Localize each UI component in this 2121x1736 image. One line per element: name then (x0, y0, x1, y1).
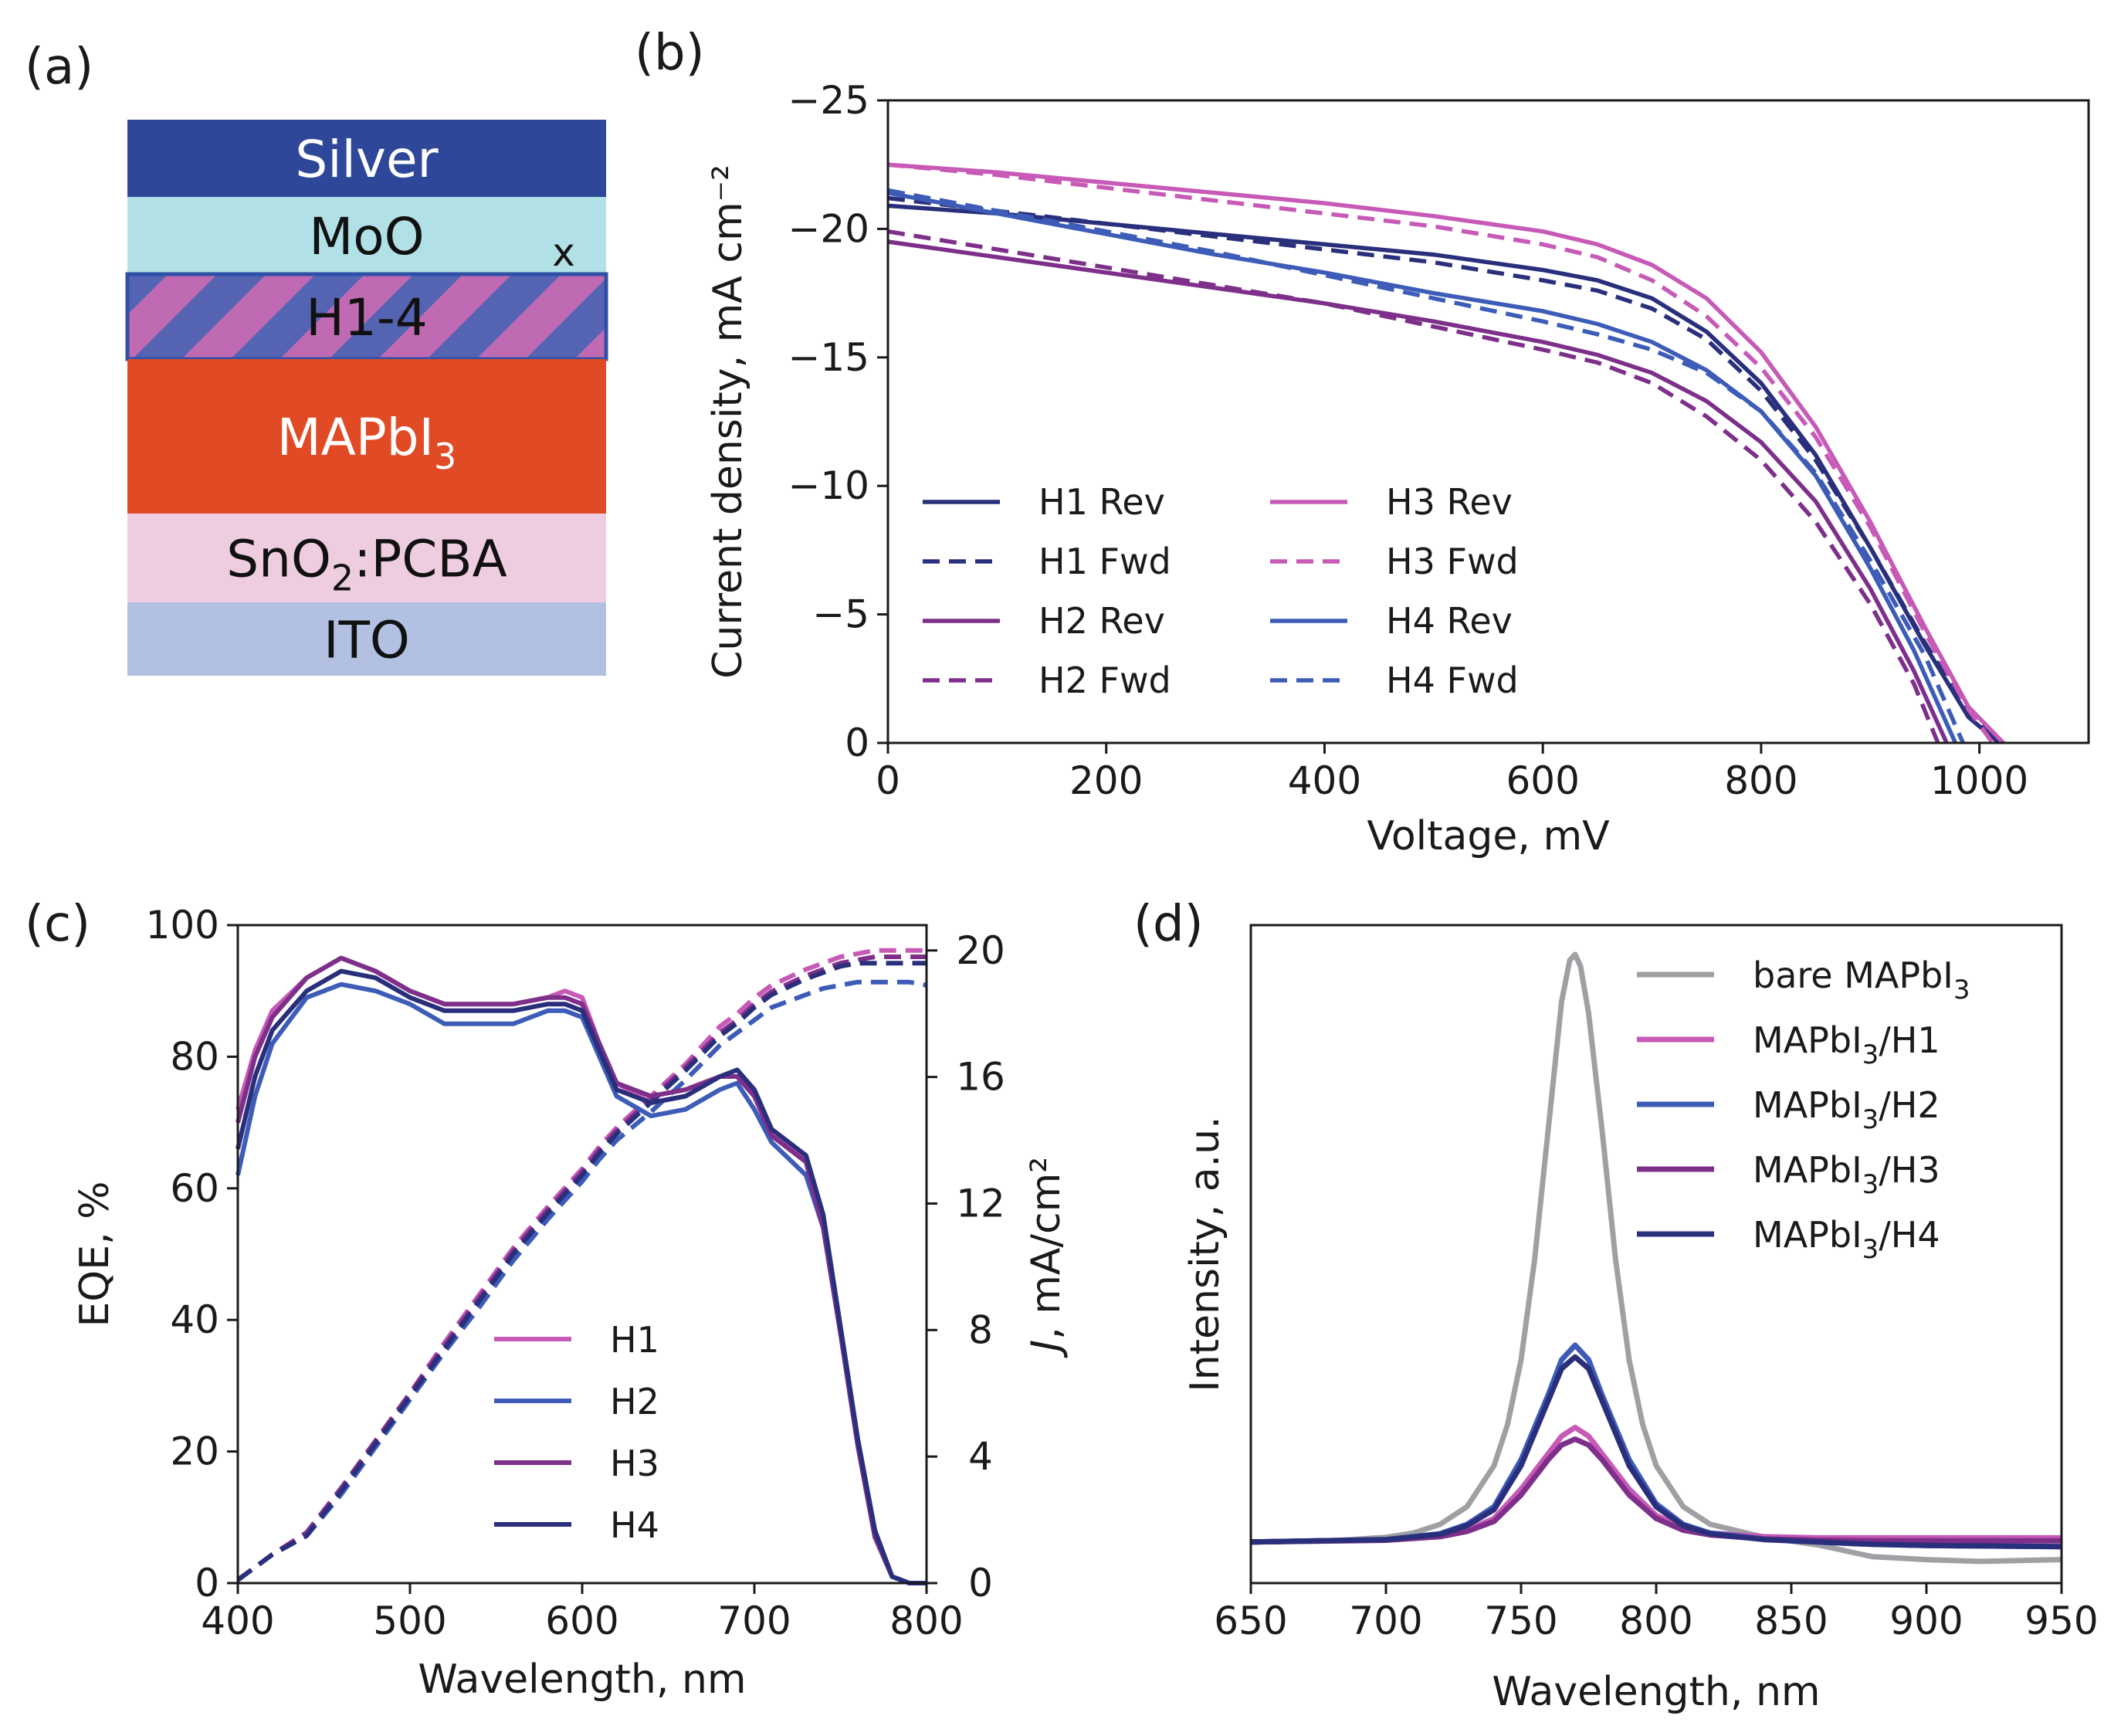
x-tick-label: 600 (1506, 758, 1579, 803)
y2-axis-label: J, mA/cm² (1023, 1157, 1069, 1358)
y2-tick-label: 12 (956, 1181, 1005, 1226)
x-tick-label: 200 (1069, 758, 1143, 803)
series-h1-cumulative (236, 948, 927, 1582)
series-h3-cumulative (236, 954, 927, 1582)
legend-label: MAPbI3/H1 (1753, 1019, 1940, 1070)
series-h2-cumulative (236, 979, 927, 1582)
y2-tick-label: 20 (956, 928, 1005, 973)
stack-layer-subscript: x (552, 230, 575, 275)
x-tick-label: 700 (1349, 1599, 1422, 1643)
x-tick-label: 900 (1889, 1599, 1963, 1643)
y-axis-label: Intensity, a.u. (1182, 1116, 1228, 1392)
stack-layer-label: H1-4 (306, 288, 427, 348)
stack-layer (127, 359, 606, 514)
series-h4-rev (887, 191, 1958, 744)
y-tick-label: −5 (812, 592, 869, 637)
legend-label: H4 (610, 1504, 659, 1546)
series-pl-1 (1250, 1424, 2062, 1545)
device-stack: Silver MoO x H1-4 MAPbI3 SnO2:PCBA ITO (125, 120, 608, 676)
x-tick-label: 600 (545, 1599, 618, 1643)
y-tick-label: 40 (170, 1297, 219, 1342)
y-axis-label: EQE, % (72, 1181, 118, 1327)
series-h4-cumulative (236, 961, 927, 1582)
series-pl-4 (1250, 1354, 2062, 1550)
series-h4-fwd (887, 188, 1965, 744)
y-tick-label: −20 (788, 206, 869, 251)
legend-label: MAPbI3/H4 (1753, 1214, 1940, 1265)
x-tick-label: 0 (876, 758, 900, 803)
panel-label-b: (b) (635, 25, 705, 82)
stack-layer (127, 602, 606, 676)
stack-layer (127, 514, 606, 602)
y2-tick-label: 16 (956, 1055, 1005, 1100)
legend-label: H4 Fwd (1386, 659, 1519, 701)
panel-label-c: (c) (25, 896, 90, 953)
series-h3-fwd (887, 162, 1994, 744)
series-h2-rev (887, 239, 1949, 744)
x-tick-label: 1000 (1930, 758, 2028, 803)
stack-layer (127, 120, 606, 197)
x-tick-label: 800 (889, 1599, 963, 1643)
legend-label: H2 (610, 1381, 659, 1422)
x-tick-label: 800 (1724, 758, 1797, 803)
x-tick-label: 950 (2024, 1599, 2098, 1643)
legend-label: H3 Fwd (1386, 541, 1519, 582)
legend-label: H3 Rev (1386, 481, 1513, 523)
y-axis-label: Current density, mA cm⁻² (705, 164, 751, 679)
x-axis-label: Voltage, mV (1367, 813, 1610, 860)
x-tick-label: 800 (1619, 1599, 1692, 1643)
y-tick-label: 20 (170, 1429, 219, 1474)
y-tick-label: 60 (170, 1166, 219, 1211)
x-tick-label: 400 (1288, 758, 1361, 803)
x-tick-label: 500 (373, 1599, 446, 1643)
series-h1-fwd (887, 195, 2005, 745)
y-tick-label: 0 (845, 721, 869, 765)
legend-label: H4 Rev (1386, 600, 1513, 642)
stack-layer (127, 197, 606, 274)
stack-layer-label: SnO2:PCBA (226, 530, 507, 599)
x-tick-label: 750 (1484, 1599, 1557, 1643)
x-tick-label: 700 (717, 1599, 791, 1643)
legend-label: MAPbI3/H2 (1753, 1084, 1940, 1135)
plot-frame (886, 99, 2090, 744)
y2-tick-label: 8 (968, 1307, 993, 1352)
panel-label-a: (a) (25, 39, 93, 96)
series-h4-eqe (235, 968, 927, 1585)
stack-layer-label: ITO (324, 611, 410, 670)
x-axis-label: Wavelength, nm (1492, 1669, 1820, 1715)
legend-label: H3 (610, 1443, 659, 1484)
y-tick-label: 80 (170, 1034, 219, 1079)
x-tick-label: 400 (201, 1599, 274, 1643)
legend-label: bare MAPbI3 (1753, 954, 1970, 1005)
y2-tick-label: 0 (968, 1561, 993, 1605)
x-tick-label: 850 (1754, 1599, 1828, 1643)
y-tick-label: 100 (146, 903, 219, 948)
y-tick-label: 0 (195, 1561, 219, 1605)
y-tick-label: −25 (788, 78, 869, 123)
y2-tick-label: 4 (968, 1434, 993, 1479)
jv-chart: 0 200 400 600 800 1000 0 −5 −10 −15 −20 −25 Voltage,… (705, 78, 2090, 860)
series-h3-rev (887, 162, 2005, 744)
legend-label: H2 Fwd (1038, 659, 1171, 701)
pl-chart: 650 700 750 800 850 900 950 Wavelength, nm Inten… (1182, 924, 2099, 1715)
series-h2-fwd (887, 229, 1940, 744)
eqe-chart: 400 500 600 700 800020406080100048121620Wave… (72, 903, 1069, 1703)
legend-label: H2 Rev (1038, 600, 1165, 642)
y-tick-label: −10 (788, 463, 869, 508)
x-tick-label: 650 (1214, 1599, 1287, 1643)
stack-layer-label: MoO (309, 207, 424, 266)
y-tick-label: −15 (788, 335, 869, 380)
legend-label: H1 Rev (1038, 481, 1165, 523)
legend-label: H1 Fwd (1038, 541, 1171, 582)
legend-label: MAPbI3/H3 (1753, 1149, 1940, 1200)
series-pl-3 (1250, 1436, 2062, 1545)
x-axis-label: Wavelength, nm (418, 1656, 746, 1703)
stack-layer-label: MAPbI3 (277, 408, 457, 477)
panel-label-d: (d) (1133, 896, 1204, 953)
legend-label: H1 (610, 1319, 659, 1361)
stack-layer-label: Silver (295, 130, 439, 189)
